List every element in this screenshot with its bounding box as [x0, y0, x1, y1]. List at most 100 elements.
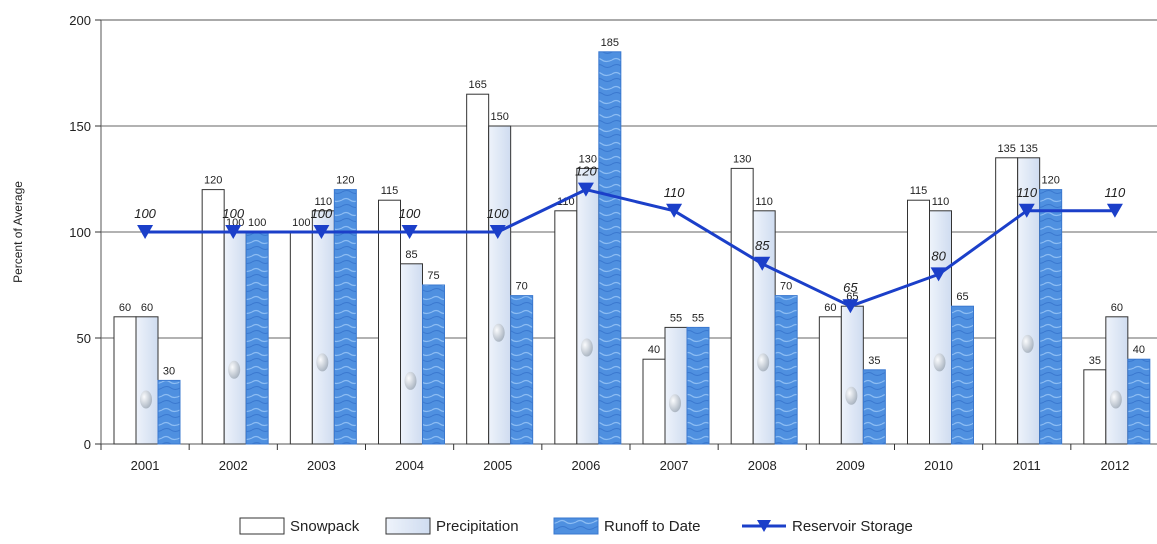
x-tick-label: 2008	[748, 458, 777, 473]
reservoir-storage-label: 110	[1016, 185, 1037, 200]
droplet-decorations	[140, 323, 1122, 413]
x-tick-label: 2001	[131, 458, 160, 473]
bar-snowpack	[642, 358, 666, 445]
droplet	[845, 386, 858, 405]
x-tick-label: 2010	[924, 458, 953, 473]
bar-snowpack	[201, 189, 225, 445]
reservoir-storage-label: 80	[931, 248, 946, 263]
bar-precipitation	[488, 125, 512, 445]
data-label-snowpack: 130	[733, 153, 751, 165]
data-label-precipitation: 150	[490, 111, 508, 123]
x-tick-label: 2002	[219, 458, 248, 473]
bar-precipitation	[929, 210, 952, 445]
bar-snowpack	[466, 93, 490, 445]
droplet	[316, 353, 329, 372]
data-label-runoff: 55	[692, 312, 704, 324]
x-tick-label: 2006	[571, 458, 600, 473]
bar-precipitation	[664, 326, 688, 445]
data-label-runoff: 65	[956, 291, 968, 303]
bar-snowpack	[289, 231, 313, 445]
bars	[113, 51, 1151, 445]
y-tick-label: 150	[69, 119, 91, 134]
bar-runoff	[686, 326, 710, 445]
legend: Snowpack Precipitation Runoff to Date Re…	[239, 517, 913, 535]
data-label-precipitation: 110	[932, 196, 950, 208]
bar-snowpack	[378, 199, 401, 445]
data-label-precipitation: 60	[1111, 302, 1123, 314]
legend-swatch-runoff	[553, 517, 599, 535]
legend-label-snowpack: Snowpack	[290, 518, 360, 535]
data-label-precipitation: 85	[405, 249, 417, 261]
reservoir-storage-label: 100	[222, 206, 244, 221]
bar-runoff	[422, 284, 445, 445]
data-label-snowpack: 40	[648, 344, 660, 356]
reservoir-storage-marker	[1106, 203, 1123, 218]
legend-item-runoff: Runoff to Date	[553, 517, 700, 535]
data-label-snowpack: 120	[204, 175, 222, 187]
legend-label-precipitation: Precipitation	[436, 518, 519, 535]
bar-runoff	[951, 305, 974, 445]
data-label-snowpack: 165	[468, 79, 486, 91]
reservoir-storage-marker	[313, 225, 330, 239]
bar-snowpack	[907, 199, 930, 445]
data-label-snowpack: 60	[119, 302, 131, 314]
data-label-runoff: 75	[427, 270, 439, 282]
legend-swatch-snowpack	[239, 517, 285, 535]
bar-runoff	[862, 369, 886, 445]
y-tick-label: 50	[77, 331, 91, 346]
droplet	[228, 360, 241, 379]
droplet	[933, 353, 946, 372]
data-label-precipitation: 110	[315, 196, 333, 208]
data-label-precipitation: 110	[755, 196, 773, 208]
bar-runoff	[1127, 358, 1151, 445]
reservoir-storage-marker	[137, 225, 154, 239]
data-label-snowpack: 115	[381, 185, 399, 197]
droplet	[140, 390, 152, 409]
reservoir-storage-label: 110	[664, 185, 685, 200]
bar-runoff	[598, 51, 622, 445]
bar-runoff	[510, 295, 534, 445]
legend-item-precipitation: Precipitation	[385, 517, 519, 535]
reservoir-storage-line	[145, 188, 1115, 308]
x-tick-label: 2004	[395, 458, 424, 473]
bar-runoff	[245, 231, 269, 445]
droplet	[492, 323, 505, 342]
bar-runoff	[157, 379, 181, 445]
y-tick-label: 0	[84, 437, 91, 452]
bar-precipitation	[1017, 157, 1041, 445]
bar-snowpack	[995, 157, 1019, 445]
reservoir-storage-marker	[489, 225, 506, 239]
reservoir-storage-label: 120	[575, 164, 597, 179]
reservoir-storage-label: 100	[399, 206, 421, 221]
bar-precipitation	[400, 263, 423, 445]
droplet	[404, 371, 417, 390]
data-label-precipitation: 135	[1019, 143, 1037, 155]
bar-precipitation	[135, 316, 159, 445]
legend-item-snowpack: Snowpack	[239, 517, 360, 535]
reservoir-storage-marker	[401, 225, 418, 239]
y-axis-label: Percent of Average	[11, 181, 25, 283]
droplet	[1021, 334, 1034, 353]
y-axis-ticks: 0 50 100 150 200	[69, 13, 101, 452]
legend-label-runoff: Runoff to Date	[604, 518, 700, 535]
bar-snowpack	[730, 167, 754, 445]
reservoir-storage-label: 100	[134, 206, 156, 221]
reservoir-storage-marker	[666, 203, 683, 218]
bar-precipitation	[576, 167, 600, 445]
bar-precipitation	[1105, 316, 1129, 445]
x-axis-ticks: 2001 2002 2003 2004 2005 2006 2007 2008 2009 2010…	[100, 444, 1129, 473]
droplet	[1109, 390, 1122, 409]
reservoir-storage-marker	[225, 225, 242, 239]
bar-precipitation	[840, 305, 864, 445]
reservoir-storage-label: 110	[1105, 185, 1126, 200]
reservoir-storage-marker	[930, 267, 947, 282]
data-label-runoff: 30	[163, 365, 175, 377]
reservoir-storage-marker	[754, 256, 771, 271]
droplet	[669, 394, 681, 413]
data-label-runoff: 185	[601, 37, 619, 49]
data-label-precipitation: 130	[579, 153, 597, 165]
data-label-runoff: 100	[248, 217, 266, 229]
data-label-snowpack: 35	[1089, 355, 1101, 367]
data-label-precipitation: 55	[670, 312, 682, 324]
